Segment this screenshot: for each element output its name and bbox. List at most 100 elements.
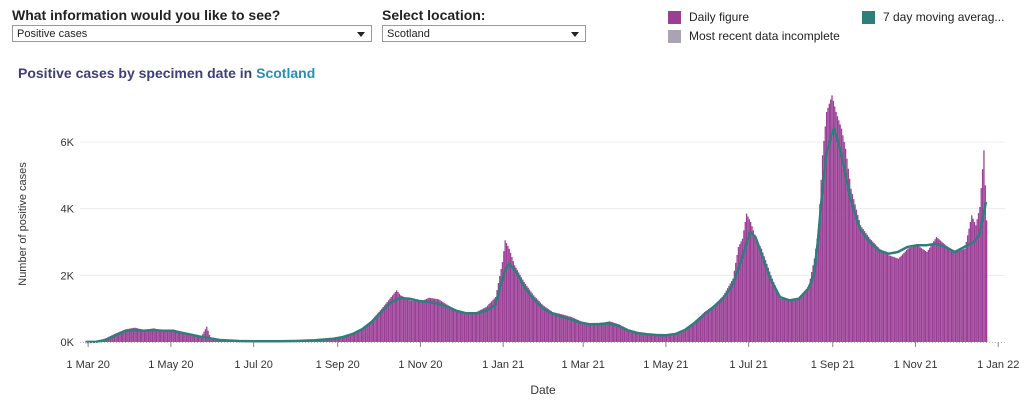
x-tick-label: 1 Nov 20 — [398, 359, 442, 371]
daily-bar — [980, 188, 982, 342]
daily-bar — [496, 290, 498, 342]
daily-bar — [839, 124, 841, 342]
daily-bar — [712, 306, 714, 342]
daily-bar — [930, 245, 932, 342]
daily-bar — [497, 283, 500, 342]
daily-bar — [866, 234, 868, 342]
daily-bar — [524, 283, 527, 342]
legend-moving-average-label: 7 day moving averag... — [883, 10, 1005, 24]
daily-bar — [128, 328, 131, 342]
daily-bar — [651, 333, 653, 342]
daily-bar — [952, 250, 954, 342]
chevron-down-icon — [571, 32, 579, 37]
daily-bar — [971, 215, 973, 342]
daily-bar — [134, 327, 136, 342]
daily-bar — [713, 305, 715, 342]
daily-bar — [470, 312, 472, 342]
daily-bar — [530, 291, 532, 342]
info-select[interactable]: Positive cases — [12, 25, 372, 42]
daily-bar — [759, 246, 761, 342]
daily-bar — [721, 296, 723, 342]
daily-bar — [461, 311, 463, 342]
daily-bar — [918, 246, 920, 342]
daily-bar — [854, 204, 856, 342]
daily-bar — [469, 312, 471, 342]
daily-bar — [755, 238, 757, 342]
daily-bar — [519, 274, 521, 342]
y-tick-label: 0K — [61, 337, 75, 349]
daily-bar — [617, 323, 619, 342]
daily-bar — [123, 329, 125, 342]
daily-bar — [374, 316, 376, 342]
daily-bar — [646, 333, 649, 342]
daily-bar — [969, 222, 972, 342]
daily-bar — [378, 311, 380, 342]
daily-bar — [891, 256, 893, 342]
daily-bar — [543, 306, 546, 342]
daily-bar — [897, 258, 900, 342]
daily-bar — [840, 128, 843, 342]
x-tick-label: 1 Jan 21 — [482, 359, 524, 371]
daily-bar — [735, 262, 737, 342]
location-select[interactable]: Scotland — [382, 25, 586, 42]
daily-bar — [770, 275, 772, 342]
daily-bar — [419, 302, 421, 342]
info-select-value: Positive cases — [17, 28, 88, 40]
daily-bar — [821, 155, 824, 342]
daily-bar — [386, 302, 388, 342]
daily-bar — [663, 334, 665, 342]
daily-bar — [168, 329, 170, 342]
x-tick-label: 1 Mar 20 — [66, 359, 109, 371]
daily-bar — [895, 257, 897, 342]
daily-bar — [438, 299, 440, 342]
daily-bar — [362, 328, 364, 342]
daily-bar — [740, 241, 742, 342]
daily-bar — [117, 332, 120, 342]
daily-bar — [484, 307, 486, 342]
daily-bar — [872, 241, 874, 342]
daily-bar — [566, 315, 569, 342]
daily-bar — [401, 296, 403, 342]
daily-bar — [503, 251, 505, 342]
daily-bar — [417, 301, 420, 342]
daily-bar — [581, 321, 584, 342]
daily-bar — [358, 330, 360, 342]
daily-bar — [515, 267, 517, 342]
daily-bar — [501, 262, 504, 342]
legend-incomplete[interactable]: Most recent data incomplete — [668, 29, 840, 43]
daily-bar — [410, 300, 413, 342]
daily-bar — [528, 289, 531, 342]
daily-bar — [448, 306, 451, 342]
daily-bar — [340, 336, 342, 342]
daily-bar — [885, 253, 887, 342]
daily-bar — [954, 252, 957, 342]
daily-bar — [393, 293, 395, 342]
daily-bars — [86, 95, 988, 342]
daily-bar — [827, 107, 829, 342]
daily-bar — [447, 305, 449, 342]
moving-average-line — [85, 127, 988, 344]
daily-bar — [196, 335, 198, 342]
daily-bar — [377, 313, 379, 342]
daily-bar — [642, 332, 645, 342]
daily-bar — [961, 249, 963, 342]
daily-bar — [937, 238, 939, 342]
daily-bar — [764, 260, 767, 342]
legend-daily[interactable]: Daily figure — [668, 10, 749, 24]
daily-bar — [155, 329, 158, 342]
daily-bar — [551, 312, 554, 342]
legend-moving-average[interactable]: 7 day moving averag... — [862, 10, 1004, 24]
daily-bar — [534, 296, 536, 342]
daily-bar — [584, 322, 586, 342]
daily-bar — [953, 251, 955, 342]
daily-bar — [750, 222, 752, 342]
daily-bar — [397, 292, 399, 342]
daily-bar — [884, 252, 886, 342]
daily-bar — [874, 244, 877, 342]
daily-bar — [465, 312, 467, 342]
daily-bar — [844, 148, 847, 342]
daily-bar — [442, 301, 444, 342]
chart-title-location: Scotland — [256, 65, 316, 81]
daily-bar — [882, 251, 885, 342]
daily-bar — [771, 278, 774, 342]
